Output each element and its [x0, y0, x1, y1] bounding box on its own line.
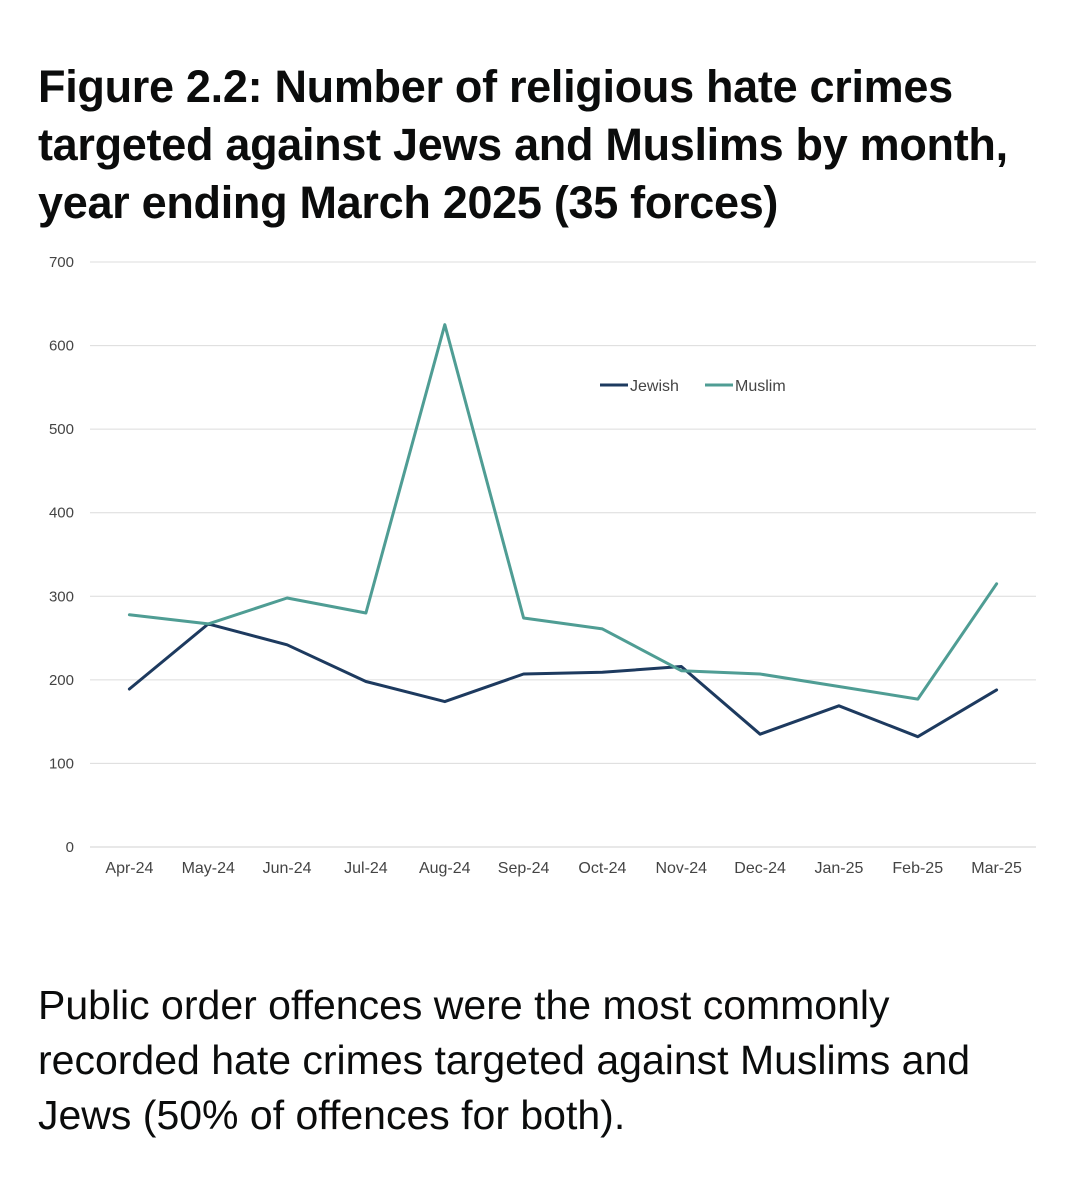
x-tick-label: Jul-24: [344, 860, 388, 877]
series-lines: [127, 323, 999, 739]
y-axis-ticks: 0 100 200 300 400 500 600 700: [49, 254, 74, 856]
y-tick-label: 500: [49, 421, 74, 438]
y-tick-label: 300: [49, 588, 74, 605]
x-tick-label: Dec-24: [734, 860, 786, 877]
series-line-muslim: [127, 323, 999, 701]
gridlines: [90, 261, 1036, 848]
x-axis-ticks: Apr-24 May-24 Jun-24 Jul-24 Aug-24 Sep-24 Oct-…: [105, 860, 1022, 877]
y-tick-label: 100: [49, 755, 74, 772]
x-tick-label: Jun-24: [263, 860, 312, 877]
x-tick-label: Aug-24: [419, 860, 471, 877]
series-line-jewish: [127, 622, 999, 739]
x-tick-label: Oct-24: [578, 860, 626, 877]
line-chart: 0 100 200 300 400 500 600 700 Apr-24 May-24 Jun-2…: [0, 240, 1089, 900]
x-tick-label: Sep-24: [498, 860, 550, 877]
y-tick-label: 700: [49, 254, 74, 271]
legend-label-jewish: Jewish: [630, 378, 679, 395]
x-tick-label: Apr-24: [105, 860, 153, 877]
x-tick-label: Nov-24: [655, 860, 707, 877]
y-tick-label: 400: [49, 505, 74, 522]
y-tick-label: 0: [66, 839, 74, 856]
x-tick-label: Feb-25: [892, 860, 943, 877]
legend-label-muslim: Muslim: [735, 378, 786, 395]
figure-title: Figure 2.2: Number of religious hate cri…: [38, 61, 1008, 228]
y-tick-label: 200: [49, 672, 74, 689]
chart-svg: 0 100 200 300 400 500 600 700 Apr-24 May-24 Jun-2…: [49, 254, 1036, 877]
x-tick-label: Jan-25: [814, 860, 863, 877]
legend: Jewish Muslim: [600, 378, 786, 395]
summary-text: Public order offences were the most comm…: [38, 982, 971, 1138]
y-tick-label: 600: [49, 338, 74, 355]
x-tick-label: Mar-25: [971, 860, 1022, 877]
x-tick-label: May-24: [182, 860, 235, 877]
